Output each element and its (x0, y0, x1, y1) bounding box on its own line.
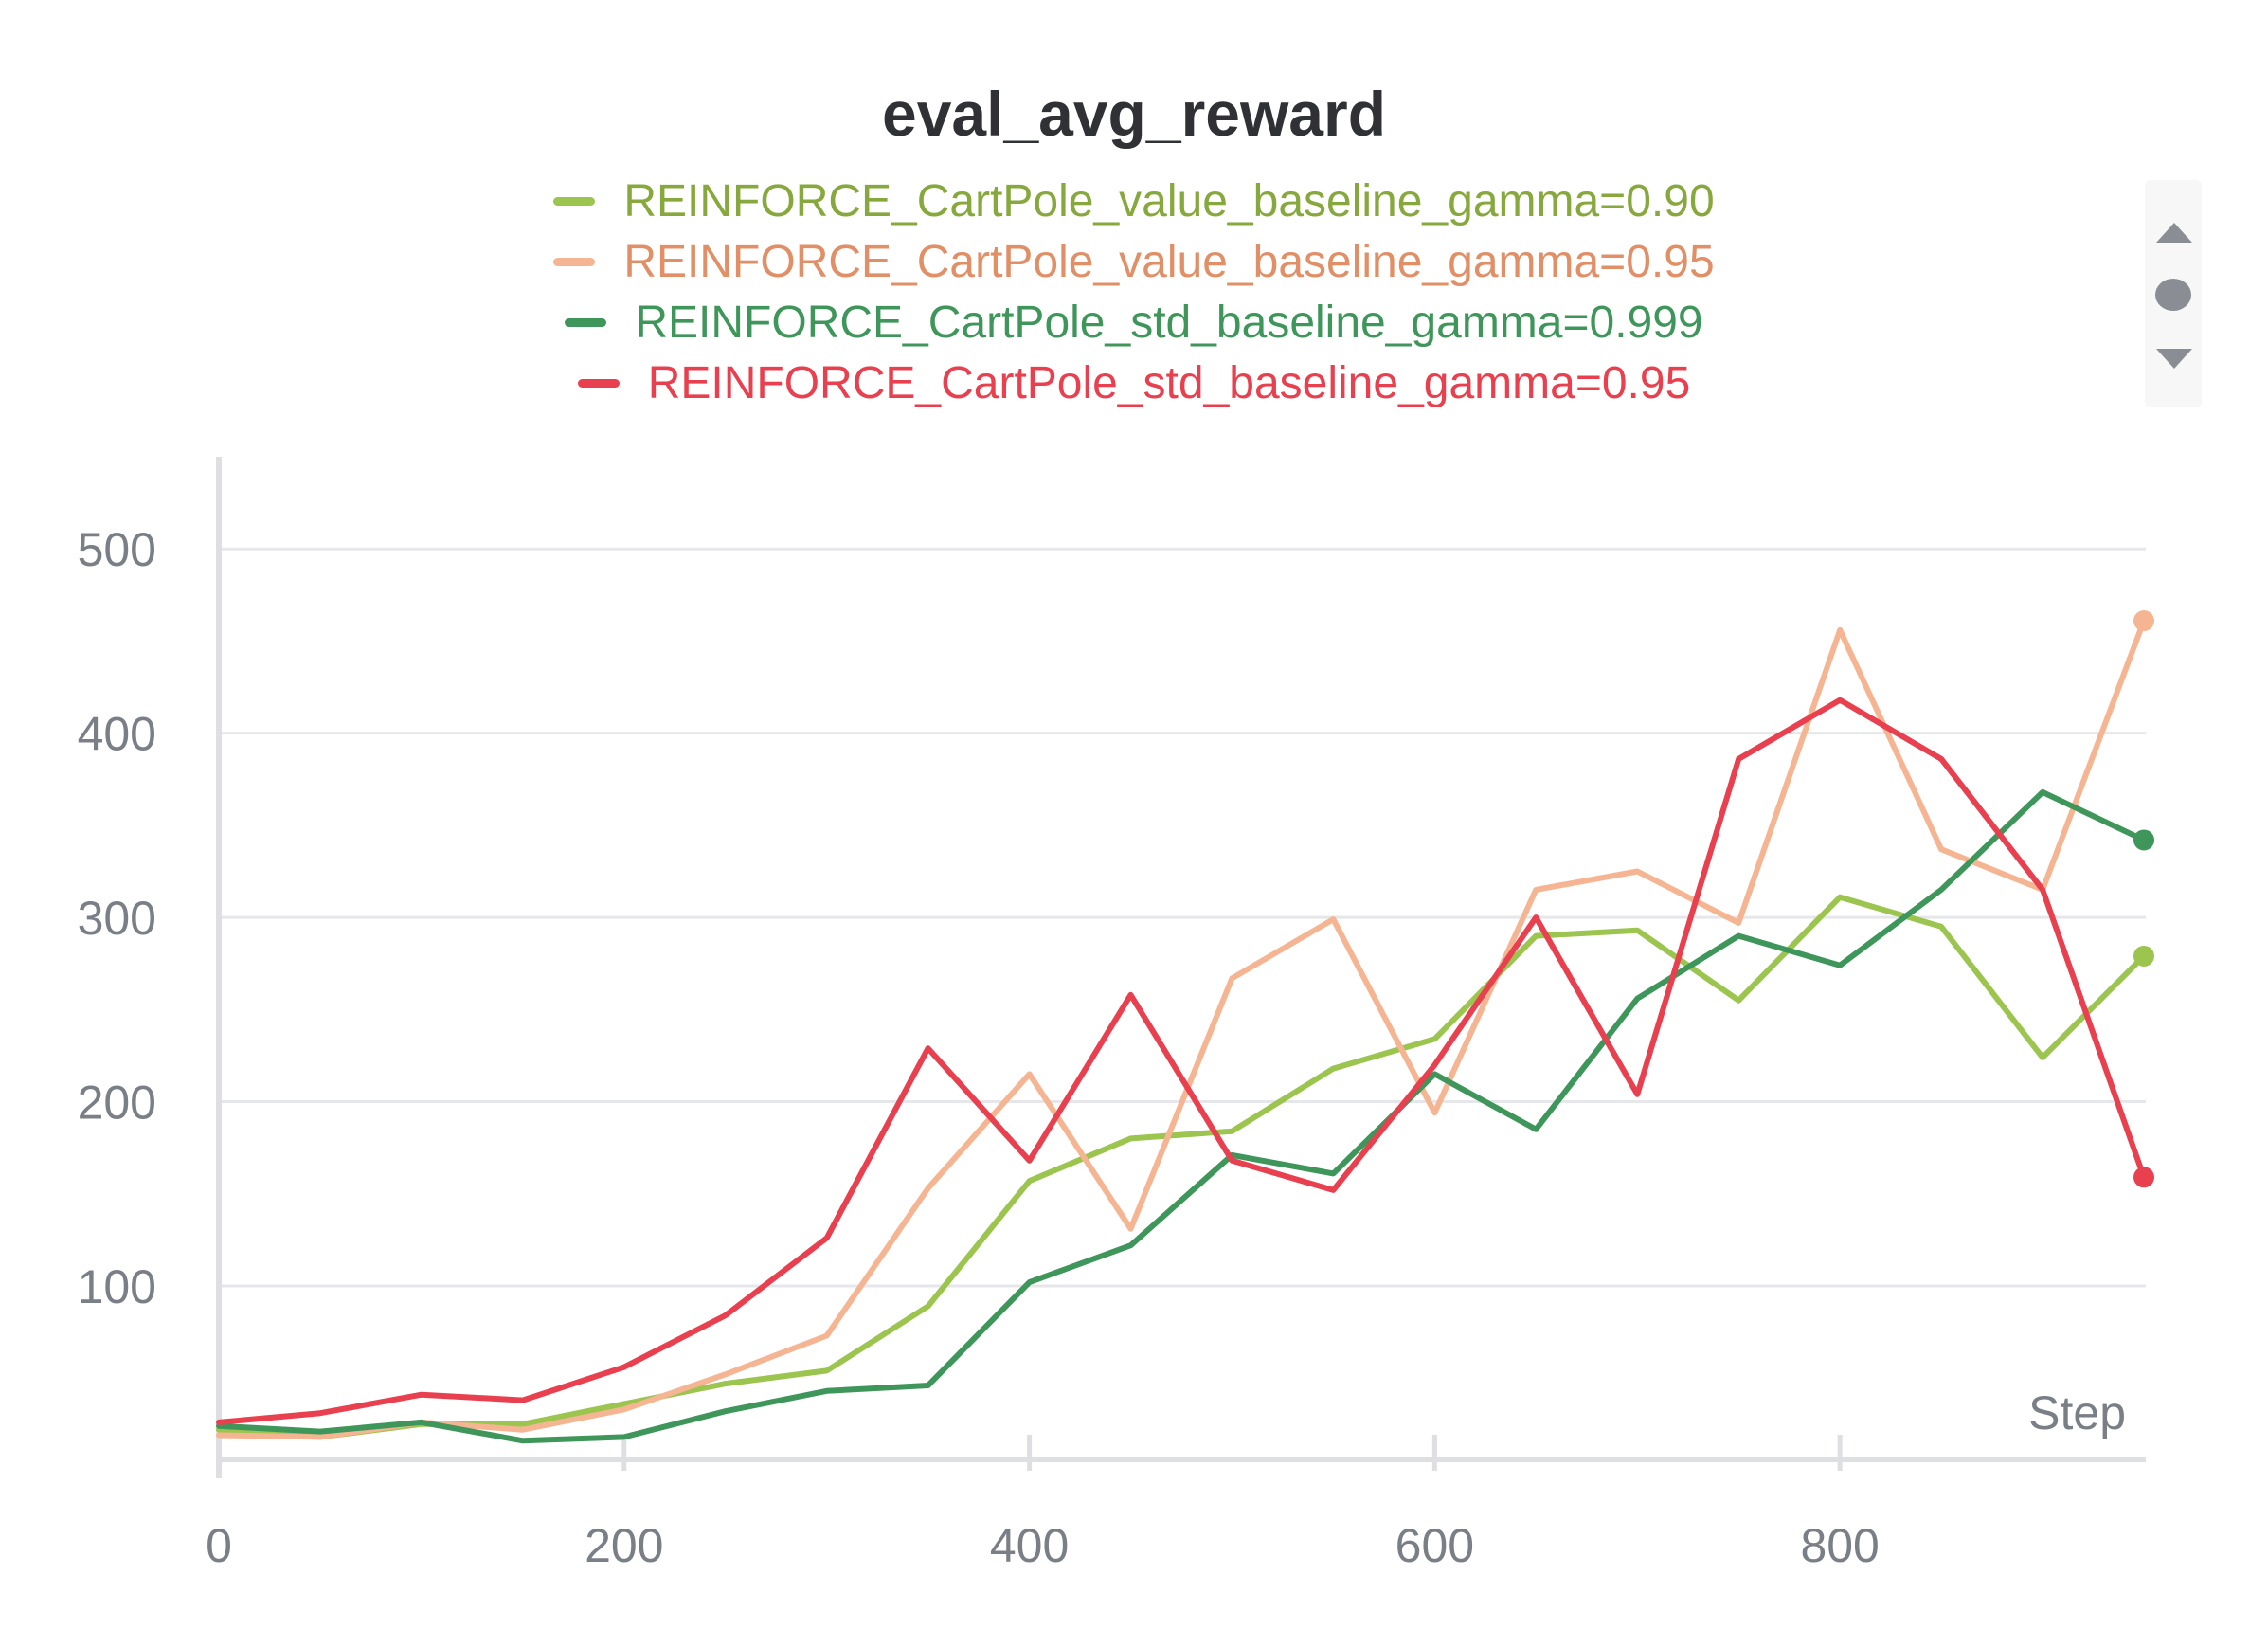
axes (216, 457, 2146, 1478)
chart-title: eval_avg_reward (881, 79, 1387, 149)
legend-label: REINFORCE_CartPole_std_baseline_gamma=0.… (647, 357, 1691, 408)
scroll-up-icon[interactable] (2156, 223, 2192, 243)
x-tick-label: 800 (1800, 1519, 1879, 1572)
x-tick-label: 0 (206, 1519, 232, 1572)
y-tick-label: 300 (78, 892, 156, 945)
x-tick-label: 400 (990, 1519, 1069, 1572)
legend-item[interactable]: REINFORCE_CartPole_std_baseline_gamma=0.… (0, 292, 2268, 353)
series-line[interactable] (216, 894, 2147, 1440)
legend-swatch (553, 196, 596, 206)
series-endpoint[interactable] (2133, 1167, 2154, 1188)
legend-label: REINFORCE_CartPole_value_baseline_gamma=… (623, 236, 1715, 287)
y-tick-label: 200 (78, 1077, 156, 1130)
legend-item[interactable]: REINFORCE_CartPole_value_baseline_gamma=… (0, 231, 2268, 292)
legend-item[interactable]: REINFORCE_CartPole_std_baseline_gamma=0.… (0, 353, 2268, 413)
y-tick-label: 500 (78, 523, 156, 576)
tick-labels: 100 200 300 400 500 0 200 400 600 800 (78, 523, 1880, 1572)
legend-scroll-control[interactable] (2145, 180, 2202, 407)
gridlines (219, 547, 2146, 1288)
legend-swatch (577, 378, 620, 388)
y-tick-label: 400 (78, 708, 156, 761)
series-line[interactable] (216, 697, 2147, 1425)
legend-label: REINFORCE_CartPole_std_baseline_gamma=0.… (635, 297, 1703, 348)
legend: REINFORCE_CartPole_value_baseline_gamma=… (0, 171, 2268, 413)
scroll-position-icon[interactable] (2155, 279, 2191, 311)
series-endpoint[interactable] (2133, 829, 2154, 851)
series-line[interactable] (216, 618, 2147, 1440)
legend-item[interactable]: REINFORCE_CartPole_value_baseline_gamma=… (0, 171, 2268, 231)
legend-label: REINFORCE_CartPole_value_baseline_gamma=… (623, 175, 1715, 226)
series-endpoints (2133, 610, 2154, 1188)
x-axis-label: Step (2028, 1386, 2126, 1439)
series-endpoint[interactable] (2133, 610, 2154, 632)
y-tick-label: 100 (78, 1260, 156, 1313)
series-lines (216, 618, 2147, 1444)
series-endpoint[interactable] (2133, 945, 2154, 967)
legend-swatch (565, 317, 607, 327)
legend-swatch (553, 257, 596, 266)
scroll-down-icon[interactable] (2156, 349, 2192, 369)
x-tick-label: 200 (585, 1519, 663, 1572)
series-line[interactable] (216, 788, 2147, 1444)
x-tick-label: 600 (1395, 1519, 1474, 1572)
